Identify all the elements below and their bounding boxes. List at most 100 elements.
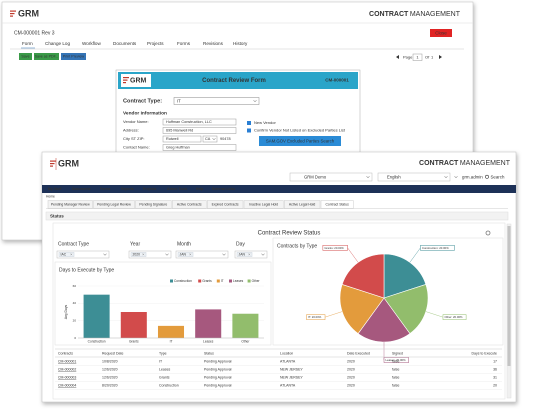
breadcrumb[interactable]: Home: [46, 194, 55, 198]
scrollbar-thumb[interactable]: [507, 226, 511, 366]
search-button[interactable]: [259, 136, 341, 146]
close-button[interactable]: [430, 29, 452, 37]
site-value[interactable]: GRM Demo: [304, 174, 327, 179]
tab[interactable]: History: [233, 41, 248, 46]
form-title: Contract Review Form: [202, 78, 266, 84]
checkbox[interactable]: [247, 121, 251, 125]
pie-label: Leases: 20.00%: [386, 358, 407, 362]
tab[interactable]: Forms: [177, 41, 191, 46]
field-label: Contract Type:: [123, 98, 162, 104]
select-value[interactable]: IT: [177, 98, 181, 103]
text-input[interactable]: [162, 135, 202, 143]
chip-remove[interactable]: [248, 253, 251, 256]
nav-item[interactable]: Help: [196, 187, 203, 191]
tab-label[interactable]: Expired Contracts: [212, 203, 239, 207]
chevron: [454, 176, 458, 179]
nav-item[interactable]: External Links: [212, 187, 235, 191]
text-input[interactable]: [162, 127, 237, 134]
search-link[interactable]: Search: [491, 174, 505, 179]
site-select[interactable]: [289, 172, 373, 182]
x-tick-label: IT: [170, 339, 173, 343]
column-header: Days to Execute: [472, 351, 498, 355]
tab[interactable]: Documents: [113, 41, 137, 46]
chip-remove[interactable]: [70, 253, 73, 256]
tab-label[interactable]: Active Legal Hold: [289, 203, 316, 207]
language-value[interactable]: English: [387, 174, 401, 179]
filter-select[interactable]: [56, 250, 110, 259]
toolbar-button-label[interactable]: Save: [21, 55, 29, 59]
settings-icon[interactable]: [485, 230, 491, 236]
state-select[interactable]: [202, 135, 218, 143]
language-select[interactable]: [377, 172, 451, 182]
tab[interactable]: Projects: [147, 41, 164, 46]
contract-link[interactable]: CM-000002: [58, 367, 76, 371]
filter-value[interactable]: JAN: [239, 253, 246, 257]
text-input[interactable]: [162, 118, 237, 126]
chip-remove[interactable]: [189, 253, 192, 256]
input-value[interactable]: Greg Huffman: [166, 146, 190, 150]
table-cell: 2020: [347, 367, 355, 371]
filter-value[interactable]: 2020: [133, 253, 141, 257]
nav-item[interactable]: Admin Tools: [167, 187, 187, 191]
table-cell: 20: [493, 383, 497, 387]
pager-prev[interactable]: [396, 55, 399, 59]
legend-swatch: [170, 279, 173, 283]
tab[interactable]: Form: [22, 41, 33, 46]
tab[interactable]: Revisions: [203, 41, 224, 46]
user-menu[interactable]: grm.admin: [462, 174, 483, 179]
nav-item[interactable]: Projects: [143, 187, 156, 191]
pager-next[interactable]: [439, 55, 442, 59]
search-icon[interactable]: [485, 174, 489, 179]
toolbar-button[interactable]: [61, 53, 86, 60]
toolbar-button-label[interactable]: Print Preview: [63, 55, 85, 59]
input-value[interactable]: 90478: [220, 137, 231, 141]
toolbar-button-label[interactable]: Save as PDF...: [35, 55, 59, 59]
contract-link[interactable]: CM-000003: [58, 375, 76, 379]
pie-leader: [425, 311, 444, 318]
filter-value[interactable]: JAN: [180, 253, 187, 257]
select-value[interactable]: CA: [205, 137, 211, 141]
nav-item[interactable]: My Stuff: [48, 187, 62, 191]
input-value[interactable]: 695 Manwell Rd: [166, 129, 193, 133]
contract-link[interactable]: CM-000001: [58, 359, 76, 363]
toolbar-button[interactable]: [34, 53, 59, 60]
tab-label[interactable]: Pending Legal Review: [97, 203, 131, 207]
x-tick-label: Leases: [203, 339, 214, 343]
filter-select[interactable]: [128, 250, 172, 259]
logo-bar: [123, 82, 126, 84]
close-label[interactable]: Close: [435, 30, 447, 35]
search-button-label[interactable]: SAM.GOV Excluded Parties Search: [266, 138, 335, 143]
pager-page[interactable]: 1: [416, 54, 419, 59]
input-value[interactable]: Rutwell: [166, 137, 179, 141]
tab-label[interactable]: Pending Manager Review: [51, 203, 90, 207]
tab-label[interactable]: Active Contracts: [177, 203, 202, 207]
tab[interactable]: Workflow: [82, 41, 101, 46]
tab-label[interactable]: Inactive Legal Hold: [249, 203, 278, 207]
table-cell: false: [392, 383, 399, 387]
pager-input[interactable]: [412, 53, 423, 61]
filter-value[interactable]: IAC: [61, 253, 67, 257]
logo-bar: [123, 77, 129, 79]
chevron: [212, 138, 216, 141]
chip-remove[interactable]: [142, 253, 145, 256]
contract-link[interactable]: CM-000004: [58, 383, 76, 387]
contract-type-select[interactable]: [173, 97, 260, 105]
bar: [195, 309, 222, 338]
nav-item[interactable]: Forms: [100, 187, 110, 191]
tab-label[interactable]: Contract Status: [325, 203, 349, 207]
text-input[interactable]: [162, 144, 237, 151]
column-header: Type: [159, 351, 167, 355]
tab[interactable]: Change Log: [45, 41, 70, 46]
checkbox-label[interactable]: New Vendor: [254, 120, 276, 125]
pie-slice: [357, 297, 411, 343]
checkbox[interactable]: [247, 128, 251, 133]
logo-bar: [123, 79, 128, 81]
input-value[interactable]: Huffman Construction, LLC: [166, 120, 212, 124]
pie-slice: [341, 253, 385, 299]
checkbox-label[interactable]: Confirm Vendor Not Listed on Excluded Pa…: [254, 128, 346, 133]
nav-item[interactable]: Reports: [121, 187, 134, 191]
nav-item[interactable]: Documents: [72, 187, 91, 191]
tab-label[interactable]: Pending Signature: [139, 203, 167, 207]
filter-select[interactable]: [175, 250, 229, 259]
toolbar-button[interactable]: [19, 53, 32, 60]
